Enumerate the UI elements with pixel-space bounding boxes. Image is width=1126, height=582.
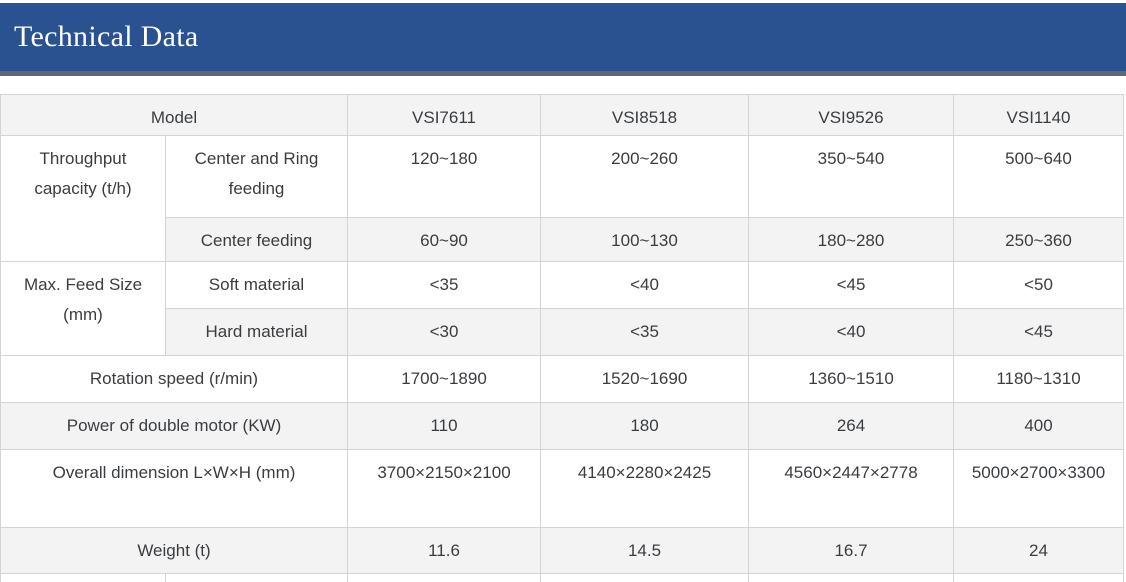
value-cell: 4560×2447×2778 bbox=[748, 449, 954, 528]
model-name-cell: VSI7611 bbox=[347, 94, 541, 136]
value-cell: 110 bbox=[347, 402, 541, 450]
center-ring-feeding-label-cell: Center and Ring feeding bbox=[165, 135, 348, 218]
value-cell: 1700~1890 bbox=[347, 355, 541, 403]
table-header-row: Model VSI7611 VSI8518 VSI9526 VSI1140 bbox=[0, 94, 1124, 136]
value-cell: 14.5 bbox=[540, 527, 749, 574]
value-cell: 16.7 bbox=[748, 527, 954, 574]
table-row-partial bbox=[0, 573, 1124, 582]
value-cell: 11.6 bbox=[347, 527, 541, 574]
value-cell: <40 bbox=[748, 308, 954, 356]
table-row: Hard material <30 <35 <40 <45 bbox=[1, 308, 1124, 356]
soft-material-label-cell: Soft material bbox=[165, 261, 348, 309]
value-cell: 250~360 bbox=[953, 217, 1124, 262]
table-row: Center feeding 60~90 100~130 180~280 250… bbox=[1, 217, 1124, 262]
motor-power-label-cell: Power of double motor (KW) bbox=[0, 402, 348, 450]
value-cell: 3700×2150×2100 bbox=[347, 449, 541, 528]
value-cell: <35 bbox=[347, 261, 541, 309]
technical-data-table: Model VSI7611 VSI8518 VSI9526 VSI1140 Th… bbox=[0, 94, 1124, 582]
empty-cell bbox=[347, 573, 541, 582]
value-cell: <50 bbox=[953, 261, 1124, 309]
page-title: Technical Data bbox=[14, 20, 199, 53]
empty-cell bbox=[165, 573, 348, 582]
table-row: Max. Feed Size (mm) Soft material <35 <4… bbox=[0, 261, 1124, 356]
empty-cell bbox=[748, 573, 954, 582]
hard-material-label-cell: Hard material bbox=[165, 308, 348, 356]
empty-cell bbox=[0, 573, 166, 582]
value-cell: 200~260 bbox=[540, 135, 749, 218]
table-row: Power of double motor (KW) 110 180 264 4… bbox=[0, 402, 1124, 450]
model-header-cell: Model bbox=[0, 94, 348, 136]
value-cell: 350~540 bbox=[748, 135, 954, 218]
center-feeding-label-cell: Center feeding bbox=[165, 217, 348, 262]
empty-cell bbox=[953, 573, 1124, 582]
max-feed-size-group-cell: Max. Feed Size (mm) bbox=[0, 261, 166, 356]
table-row: Overall dimension L×W×H (mm) 3700×2150×2… bbox=[0, 449, 1124, 528]
value-cell: 500~640 bbox=[953, 135, 1124, 218]
value-cell: 180~280 bbox=[748, 217, 954, 262]
value-cell: 4140×2280×2425 bbox=[540, 449, 749, 528]
value-cell: 60~90 bbox=[347, 217, 541, 262]
table-row: Rotation speed (r/min) 1700~1890 1520~16… bbox=[0, 355, 1124, 403]
value-cell: 5000×2700×3300 bbox=[953, 449, 1124, 528]
model-name-cell: VSI8518 bbox=[540, 94, 749, 136]
value-cell: 1520~1690 bbox=[540, 355, 749, 403]
empty-cell bbox=[540, 573, 749, 582]
value-cell: 1180~1310 bbox=[953, 355, 1124, 403]
value-cell: <40 bbox=[540, 261, 749, 309]
throughput-capacity-group-cell: Throughput capacity (t/h) bbox=[0, 135, 166, 262]
value-cell: 264 bbox=[748, 402, 954, 450]
value-cell: <35 bbox=[540, 308, 749, 356]
model-name-cell: VSI1140 bbox=[953, 94, 1124, 136]
model-name-cell: VSI9526 bbox=[748, 94, 954, 136]
value-cell: <45 bbox=[953, 308, 1124, 356]
overall-dimension-label-cell: Overall dimension L×W×H (mm) bbox=[0, 449, 348, 528]
rotation-speed-label-cell: Rotation speed (r/min) bbox=[0, 355, 348, 403]
value-cell: 180 bbox=[540, 402, 749, 450]
table-row: Weight (t) 11.6 14.5 16.7 24 bbox=[0, 527, 1124, 574]
table-row: Throughput capacity (t/h) Center and Rin… bbox=[0, 135, 1124, 262]
value-cell: <45 bbox=[748, 261, 954, 309]
value-cell: 24 bbox=[953, 527, 1124, 574]
value-cell: <30 bbox=[347, 308, 541, 356]
weight-label-cell: Weight (t) bbox=[0, 527, 348, 574]
value-cell: 120~180 bbox=[347, 135, 541, 218]
value-cell: 100~130 bbox=[540, 217, 749, 262]
title-bar-underline bbox=[0, 71, 1126, 76]
value-cell: 400 bbox=[953, 402, 1124, 450]
title-bar: Technical Data bbox=[0, 3, 1126, 71]
value-cell: 1360~1510 bbox=[748, 355, 954, 403]
